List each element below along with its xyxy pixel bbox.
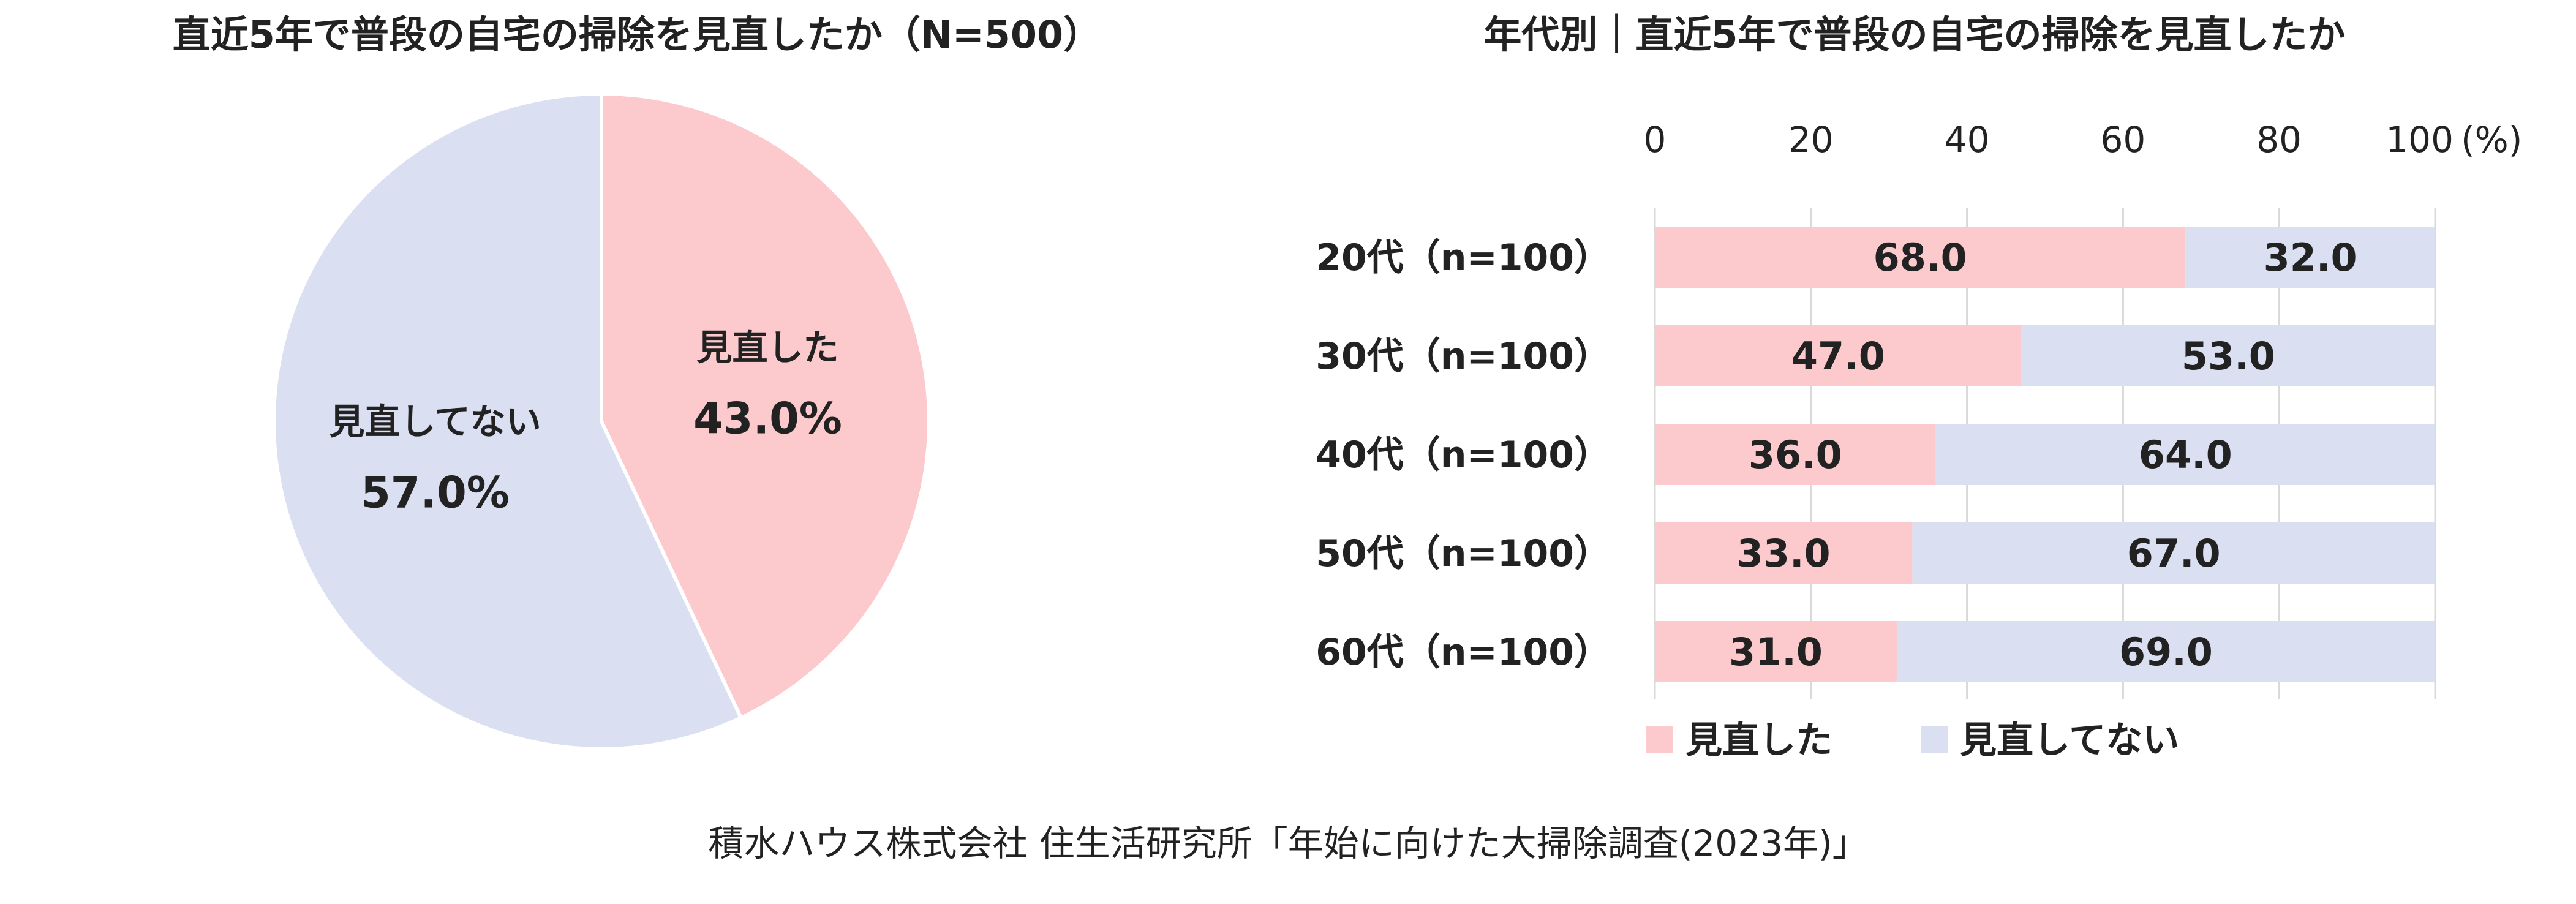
- legend-label: 見直した: [1685, 719, 1832, 762]
- bar-segment: [1655, 522, 1913, 584]
- bar-value-label: 31.0: [1729, 630, 1823, 674]
- x-tick-label: 40: [1945, 119, 1990, 160]
- legend-swatch: [1646, 726, 1673, 753]
- pie-slice: [600, 91, 931, 721]
- bar-chart-title: 年代別｜直近5年で普段の自宅の掃除を見直したか: [1483, 12, 2345, 57]
- bar-value-label: 69.0: [2119, 630, 2213, 674]
- bar-segment: [2185, 227, 2435, 288]
- category-label: 30代（n=100）: [1316, 335, 1611, 378]
- pie-slice-value: 43.0%: [693, 393, 842, 443]
- legend-swatch: [1921, 726, 1948, 753]
- pie-chart: 見直した 43.0% 見直してない 57.0%: [271, 91, 931, 751]
- pie-slice-label: 見直してない: [329, 401, 541, 443]
- x-tick-label: 20: [1788, 119, 1834, 160]
- pie-slice-label: 見直した: [696, 326, 838, 368]
- bar-value-label: 68.0: [1874, 235, 1967, 280]
- legend-label: 見直してない: [1960, 719, 2179, 762]
- bar-segment: [1912, 522, 2435, 584]
- pie-slice: [271, 91, 744, 751]
- bar-segment: [1935, 424, 2435, 485]
- x-tick-label: 0: [1644, 119, 1666, 160]
- pie-slice-value: 57.0%: [361, 468, 510, 518]
- category-label: 40代（n=100）: [1316, 434, 1611, 476]
- bar-value-label: 36.0: [1749, 432, 1842, 477]
- x-axis-unit: (%): [2461, 119, 2522, 160]
- x-tick-label: 80: [2256, 119, 2302, 160]
- bar-chart: 0 20 40 60 80 100 (%) 20代（n=100） 68.0 32.0 30代（n=1…: [1316, 119, 2522, 762]
- bar-segment: [1655, 325, 2022, 386]
- bar-value-label: 53.0: [2182, 334, 2275, 379]
- category-label: 60代（n=100）: [1316, 631, 1611, 674]
- bar-value-label: 67.0: [2127, 531, 2221, 576]
- category-label: 50代（n=100）: [1316, 532, 1611, 575]
- bar-segment: [1655, 621, 1897, 682]
- bar-value-label: 33.0: [1737, 531, 1831, 576]
- bar-value-label: 47.0: [1791, 334, 1885, 379]
- source-credit: 積水ハウス株式会社 住生活研究所「年始に向けた大掃除調査(2023年)」: [708, 823, 1868, 864]
- x-tick-label: 100: [2386, 119, 2454, 160]
- bar-segment: [1655, 227, 2186, 288]
- bar-segment: [2021, 325, 2435, 386]
- category-label: 20代（n=100）: [1316, 236, 1611, 279]
- bar-segment: [1896, 621, 2435, 682]
- x-tick-label: 60: [2100, 119, 2145, 160]
- bar-value-label: 32.0: [2264, 235, 2357, 280]
- bar-segment: [1655, 424, 1936, 485]
- pie-chart-title: 直近5年で普段の自宅の掃除を見直したか（N=500）: [173, 12, 1101, 57]
- bar-value-label: 64.0: [2139, 432, 2232, 477]
